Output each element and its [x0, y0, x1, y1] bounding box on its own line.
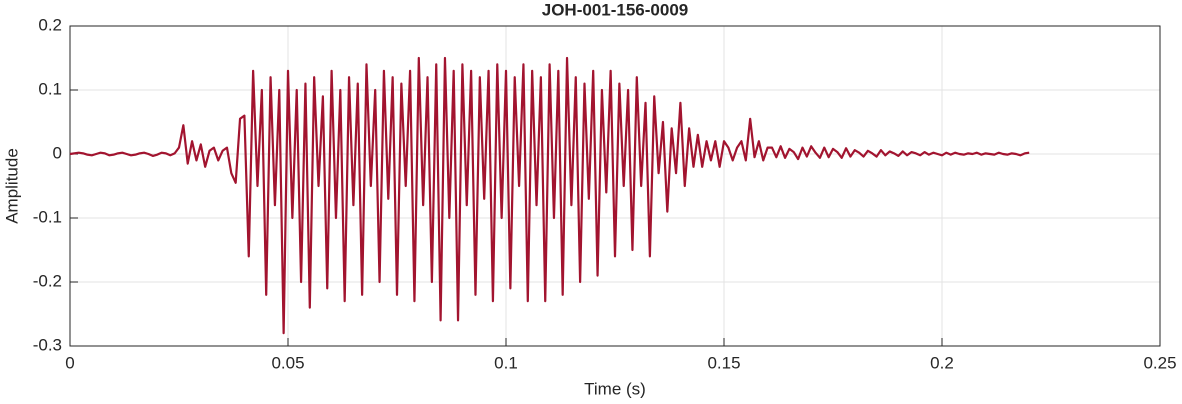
x-axis-label: Time (s) [584, 379, 646, 398]
x-tick-label: 0.15 [707, 353, 740, 372]
plot-frame [69, 25, 1161, 347]
chart-title: JOH-001-156-0009 [542, 0, 688, 19]
x-tick-label: 0.05 [271, 353, 304, 372]
y-tick-label: 0.1 [38, 79, 62, 98]
x-tick-label: 0.2 [930, 353, 954, 372]
y-tick-label: -0.1 [33, 207, 62, 226]
x-tick-label: 0 [65, 353, 74, 372]
y-tick-label: 0 [53, 143, 62, 162]
y-tick-label: 0.2 [38, 15, 62, 34]
x-tick-label: 0.25 [1143, 353, 1176, 372]
x-tick-label: 0.1 [494, 353, 518, 372]
y-tick-label: -0.3 [33, 335, 62, 354]
y-tick-label: -0.2 [33, 271, 62, 290]
waveform-line [69, 56, 1030, 335]
y-axis-label: Amplitude [2, 148, 21, 224]
